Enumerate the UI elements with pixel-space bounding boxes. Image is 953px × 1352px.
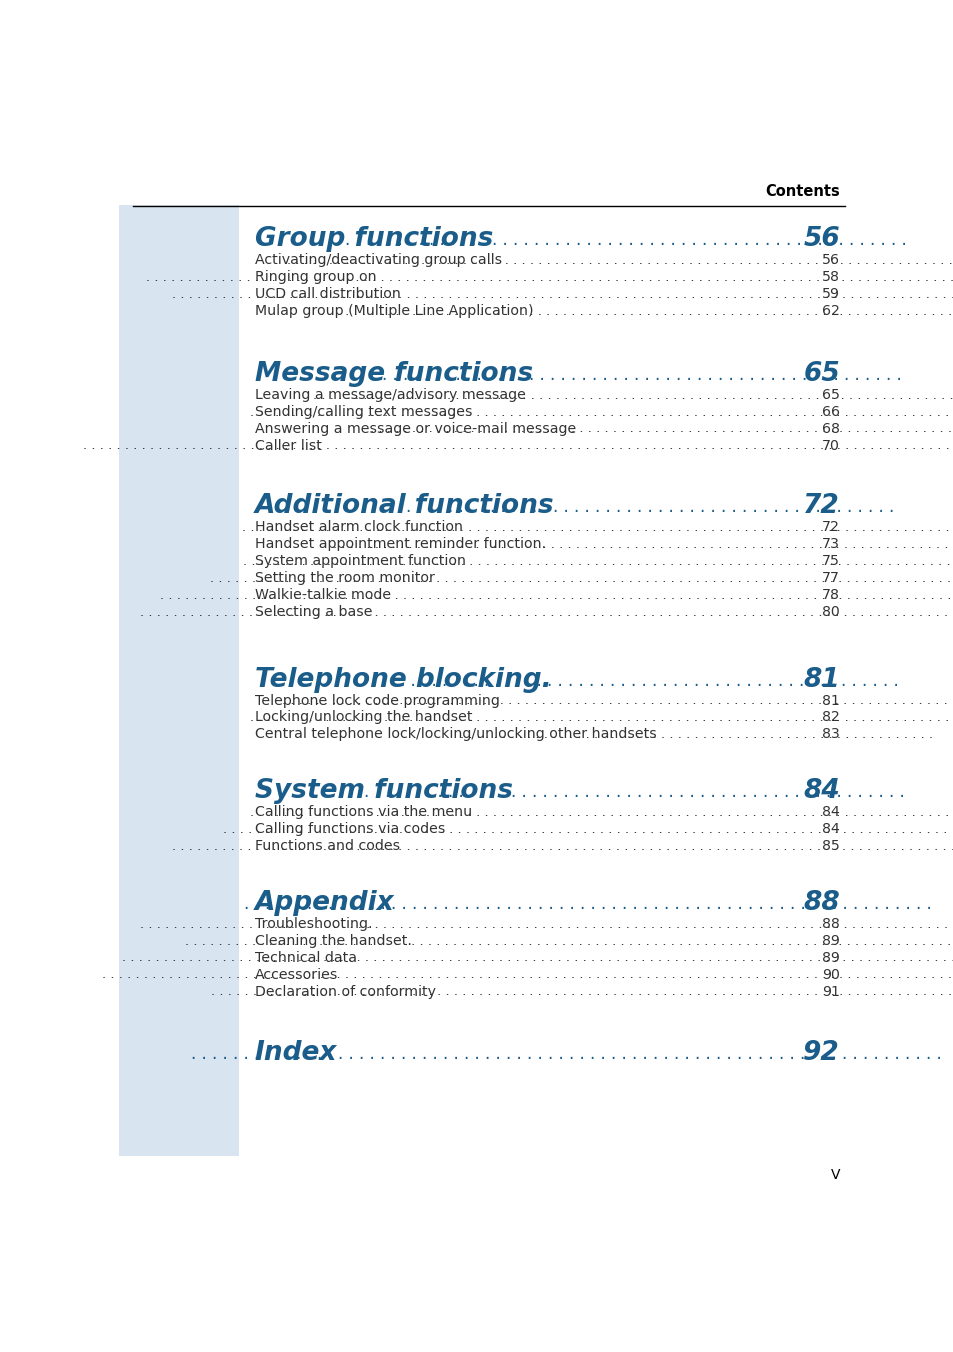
Text: . . . . . . . . . . . . . . . . . . . . . . . . . . . . . . . . . . . . . . . . : . . . . . . . . . . . . . . . . . . . . … [244, 895, 931, 913]
Text: . . . . . . . . . . . . . . . . . . . . . . . . . . . . . . . . . . . . . . . . : . . . . . . . . . . . . . . . . . . . . … [381, 366, 901, 384]
Text: 66: 66 [821, 404, 840, 419]
Text: Mulap group (Multiple Line Application): Mulap group (Multiple Line Application) [254, 304, 533, 318]
Text: . . . . . . . . . . . . . . . . . . . . . . . . . . . . . . . . . . . . . . . . : . . . . . . . . . . . . . . . . . . . . … [146, 270, 953, 284]
Text: 62: 62 [821, 304, 840, 318]
Text: Additional functions: Additional functions [254, 493, 554, 519]
Text: 84: 84 [802, 779, 840, 804]
Text: Cleaning the handset.: Cleaning the handset. [254, 934, 412, 948]
Text: Leaving a message/advisory message: Leaving a message/advisory message [254, 388, 525, 402]
Text: 75: 75 [821, 554, 840, 568]
Text: . . . . . . . . . . . . . . . . . . . . . . . . . . . . . . . . . . . . . . . . : . . . . . . . . . . . . . . . . . . . . … [333, 538, 953, 552]
Text: 65: 65 [802, 361, 840, 387]
Text: . . . . . . . . . . . . . . . . . . . . . . . . . . . . . . . . . . . . . . . . : . . . . . . . . . . . . . . . . . . . . … [211, 986, 953, 998]
Text: . . . . . . . . . . . . . . . . . . . . . . . . . . . . . . . . . . . . . . . . : . . . . . . . . . . . . . . . . . . . . … [250, 711, 953, 725]
Text: 72: 72 [802, 493, 840, 519]
Text: Answering a message or voice-mail message: Answering a message or voice-mail messag… [254, 422, 576, 435]
Text: 80: 80 [821, 604, 840, 619]
Text: 85: 85 [821, 840, 840, 853]
Text: . . . . . . . . . . . . . . . . . . . . . . . . . . . . . . . . . . . . . . . . : . . . . . . . . . . . . . . . . . . . . … [172, 840, 953, 853]
Text: . . . . . . . . . . . . . . . . . . . . . . . . . . . . . . . . . . . . . . . . : . . . . . . . . . . . . . . . . . . . . … [83, 439, 953, 453]
Text: 72: 72 [821, 521, 840, 534]
Text: . . . . . . . . . . . . . . . . . . . . . . . . . . . . . . . . . . . . . . . . : . . . . . . . . . . . . . . . . . . . . … [250, 806, 953, 819]
Text: . . . . . . . . . . . . . . . . . . . . . . . . . . . . . . . . . . . . . . . . : . . . . . . . . . . . . . . . . . . . . … [210, 572, 953, 585]
Text: 88: 88 [821, 917, 840, 930]
Text: Setting the room monitor: Setting the room monitor [254, 571, 435, 585]
Text: System appointment function: System appointment function [254, 554, 465, 568]
Text: Message functions: Message functions [254, 361, 533, 387]
Text: 58: 58 [821, 270, 840, 284]
Text: . . . . . . . . . . . . . . . . . . . . . . . . . . . . . . . . . . . . . . . . : . . . . . . . . . . . . . . . . . . . . … [140, 918, 953, 930]
Text: Locking/unlocking the handset: Locking/unlocking the handset [254, 711, 472, 725]
Text: . . . . . . . . . . . . . . . . . . . . . . . . . . . . . . . . . . . . . . . . : . . . . . . . . . . . . . . . . . . . . … [313, 388, 953, 402]
Text: 91: 91 [821, 984, 840, 999]
Text: Central telephone lock/locking/unlocking other handsets: Central telephone lock/locking/unlocking… [254, 727, 656, 741]
Text: . . . . . . . . . . . . . . . . . . . . . . . . . . . . . . . . . . . . . . . . : . . . . . . . . . . . . . . . . . . . . … [191, 1045, 941, 1063]
Text: Handset appointment reminder function.: Handset appointment reminder function. [254, 537, 545, 552]
Text: Technical data: Technical data [254, 950, 356, 965]
Text: 68: 68 [821, 422, 840, 435]
Text: System functions: System functions [254, 779, 513, 804]
Text: V: V [830, 1168, 840, 1183]
Text: . . . . . . . . . . . . . . . . . . . . . . . . . . . . . . . . . . . . . . . . : . . . . . . . . . . . . . . . . . . . . … [121, 952, 953, 964]
Text: Caller list: Caller list [254, 438, 321, 453]
Text: . . . . . . . . . . . . . . . . . . . . . . . . . . . . . . . . . . . . . . . . : . . . . . . . . . . . . . . . . . . . . … [345, 231, 906, 249]
Text: Accessories: Accessories [254, 968, 338, 982]
Text: 56: 56 [821, 253, 840, 268]
Text: 78: 78 [821, 588, 840, 602]
Text: 70: 70 [821, 438, 840, 453]
Text: Appendix: Appendix [254, 890, 395, 915]
Text: 82: 82 [821, 711, 840, 725]
Text: Telephone blocking.: Telephone blocking. [254, 667, 551, 692]
Text: . . . . . . . . . . . . . . . . . . . . . . . . . . . . . . . . . . . . . . . . : . . . . . . . . . . . . . . . . . . . . … [406, 499, 893, 516]
Text: Selecting a base: Selecting a base [254, 604, 372, 619]
Text: . . . . . . . . . . . . . . . . . . . . . . . . . . . . . . . . . . . . . . . . : . . . . . . . . . . . . . . . . . . . . … [172, 288, 953, 300]
Text: 88: 88 [802, 890, 840, 915]
Text: Activating/deactivating group calls: Activating/deactivating group calls [254, 253, 501, 268]
Text: 89: 89 [821, 934, 840, 948]
Text: Sending/calling text messages: Sending/calling text messages [254, 404, 472, 419]
Text: 92: 92 [802, 1040, 840, 1065]
Text: . . . . . . . . . . . . . . . . . . . . . . . . . . . . . . . . . . . . . . . . : . . . . . . . . . . . . . . . . . . . . … [160, 589, 953, 602]
Text: Handset alarm clock function: Handset alarm clock function [254, 521, 462, 534]
Text: 89: 89 [821, 950, 840, 965]
Text: 65: 65 [821, 388, 840, 402]
Text: Index: Index [254, 1040, 337, 1065]
Text: Troubleshooting.: Troubleshooting. [254, 917, 372, 930]
Text: . . . . . . . . . . . . . . . . . . . . . . . . . . . . . . . . . . . . . . . . : . . . . . . . . . . . . . . . . . . . . … [102, 968, 953, 982]
Text: Contents: Contents [764, 184, 840, 199]
Text: Calling functions via codes: Calling functions via codes [254, 822, 445, 836]
Text: . . . . . . . . . . . . . . . . . . . . . . . . . . . . . . . . . . . . . . . . : . . . . . . . . . . . . . . . . . . . . … [185, 934, 953, 948]
Text: . . . . . . . . . . . . . . . . . . . . . . . . . . . . . . . . . . . . . . . . : . . . . . . . . . . . . . . . . . . . . … [140, 606, 953, 619]
Text: . . . . . . . . . . . . . . . . . . . . . . . . . . . . . . . . . . . . . . . . : . . . . . . . . . . . . . . . . . . . . … [250, 406, 953, 419]
Text: . . . . . . . . . . . . . . . . . . . . . . . . . . . . . . . . . . . . . . . . : . . . . . . . . . . . . . . . . . . . . … [281, 695, 953, 707]
Text: . . . . . . . . . . . . . . . . . . . . . . . . . . . . . . . . . . . . . . . . : . . . . . . . . . . . . . . . . . . . . … [459, 729, 932, 741]
Bar [119, 204, 239, 1156]
Text: 81: 81 [802, 667, 840, 692]
Text: . . . . . . . . . . . . . . . . . . . . . . . . . . . . . . . . . . . . . . . . : . . . . . . . . . . . . . . . . . . . . … [242, 521, 953, 534]
Text: Calling functions via the menu: Calling functions via the menu [254, 806, 472, 819]
Text: . . . . . . . . . . . . . . . . . . . . . . . . . . . . . . . . . . . . . . . . : . . . . . . . . . . . . . . . . . . . . … [370, 422, 953, 435]
Text: 73: 73 [821, 537, 840, 552]
Text: Walkie-talkie mode: Walkie-talkie mode [254, 588, 391, 602]
Text: . . . . . . . . . . . . . . . . . . . . . . . . . . . . . . . . . . . . . . . . : . . . . . . . . . . . . . . . . . . . . … [243, 554, 953, 568]
Text: UCD call distribution: UCD call distribution [254, 287, 400, 301]
Text: . . . . . . . . . . . . . . . . . . . . . . . . . . . . . . . . . . . . . . . . : . . . . . . . . . . . . . . . . . . . . … [223, 823, 953, 836]
Text: 59: 59 [821, 287, 840, 301]
Text: 90: 90 [821, 968, 840, 982]
Text: . . . . . . . . . . . . . . . . . . . . . . . . . . . . . . . . . . . . . . . . : . . . . . . . . . . . . . . . . . . . . … [286, 254, 953, 266]
Text: 84: 84 [821, 822, 840, 836]
Text: . . . . . . . . . . . . . . . . . . . . . . . . . . . . . . . . . . . . . . . . : . . . . . . . . . . . . . . . . . . . . … [319, 304, 953, 318]
Text: 77: 77 [821, 571, 840, 585]
Text: Functions and codes: Functions and codes [254, 840, 399, 853]
Text: 83: 83 [821, 727, 840, 741]
Text: . . . . . . . . . . . . . . . . . . . . . . . . . . . . . . . . . . . . . . . . : . . . . . . . . . . . . . . . . . . . . … [399, 672, 898, 690]
Text: Declaration of conformity: Declaration of conformity [254, 984, 436, 999]
Text: Ringing group on: Ringing group on [254, 270, 376, 284]
Text: Group functions: Group functions [254, 226, 493, 253]
Text: 56: 56 [802, 226, 840, 253]
Text: . . . . . . . . . . . . . . . . . . . . . . . . . . . . . . . . . . . . . . . . : . . . . . . . . . . . . . . . . . . . . … [363, 783, 903, 802]
Text: 81: 81 [821, 694, 840, 707]
Text: Telephone lock code programming: Telephone lock code programming [254, 694, 499, 707]
Text: 84: 84 [821, 806, 840, 819]
